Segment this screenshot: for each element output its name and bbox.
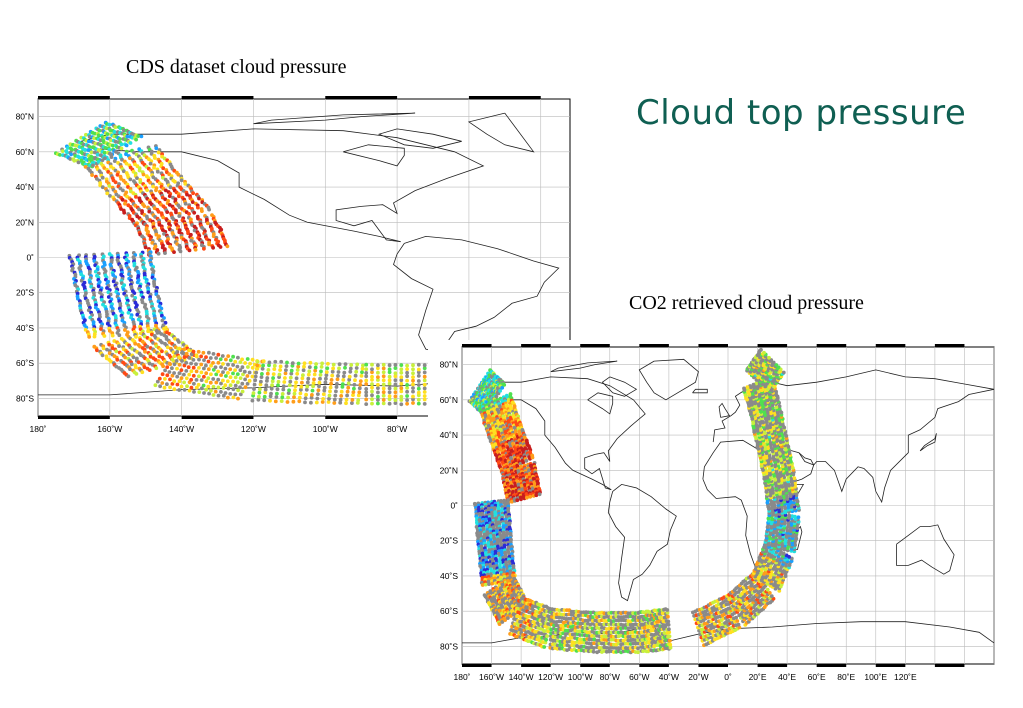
latitude-labels: 80˚N 60˚N 40˚N 20˚N 0˚ 20˚S 40˚S 60˚S 80˚S [16, 112, 35, 404]
latitude-labels: 80˚N 60˚N 40˚N 20˚N 0˚ 20˚S 40˚S 60˚S 80˚S [440, 360, 459, 652]
lat-label: 20˚S [440, 536, 458, 546]
lon-label: 180˚ [29, 424, 46, 434]
lat-label: 60˚S [440, 606, 458, 616]
lon-label: 100˚W [568, 672, 593, 682]
lat-label: 0˚ [450, 501, 458, 511]
map-svg: 80˚N 60˚N 40˚N 20˚N 0˚ 20˚S 40˚S 60˚S 80˚S 180˚ 16… [440, 344, 995, 682]
lat-label: 60˚N [16, 147, 34, 157]
lat-label: 40˚N [16, 182, 34, 192]
lat-label: 60˚N [440, 395, 458, 405]
lat-label: 20˚N [440, 465, 458, 475]
lon-label: 120˚W [241, 424, 266, 434]
cds-cloud-pressure-map: 80˚N 60˚N 40˚N 20˚N 0˚ 20˚S 40˚S 60˚S 80˚S 180˚ 16… [0, 92, 578, 442]
lon-label: 40˚E [778, 672, 796, 682]
map-caption-co2: CO2 retrieved cloud pressure [629, 292, 864, 314]
lat-label: 20˚N [16, 217, 34, 227]
longitude-labels: 180˚ 160˚W 140˚W 120˚W 100˚W 80˚W 60˚W 40˚W 20˚W… [453, 672, 917, 682]
lat-label: 0˚ [26, 253, 34, 263]
lat-label: 40˚S [440, 571, 458, 581]
lon-label: 20˚W [688, 672, 708, 682]
lat-label: 80˚N [440, 360, 458, 370]
lon-label: 80˚W [387, 424, 407, 434]
lon-label: 80˚W [600, 672, 620, 682]
lon-label: 180˚ [453, 672, 470, 682]
lon-label: 60˚E [808, 672, 826, 682]
lon-label: 40˚W [659, 672, 679, 682]
lat-label: 20˚S [16, 288, 34, 298]
map-caption-cds: CDS dataset cloud pressure [126, 56, 347, 78]
lat-label: 80˚S [440, 641, 458, 651]
map-border-ticks [462, 344, 965, 667]
swath-points [467, 347, 801, 655]
lon-label: 120˚W [538, 672, 563, 682]
lon-label: 120˚E [894, 672, 917, 682]
lat-label: 40˚N [440, 430, 458, 440]
map-svg: 80˚N 60˚N 40˚N 20˚N 0˚ 20˚S 40˚S 60˚S 80˚S 180˚ 16… [16, 96, 571, 434]
lon-label: 20˚E [749, 672, 767, 682]
lon-label: 140˚W [169, 424, 194, 434]
lon-label: 100˚W [313, 424, 338, 434]
lat-label: 40˚S [16, 323, 34, 333]
slide-title: Cloud top pressure [636, 93, 967, 133]
lon-label: 160˚W [97, 424, 122, 434]
lat-label: 80˚S [16, 393, 34, 403]
lon-label: 140˚W [509, 672, 534, 682]
lon-label: 0˚ [724, 672, 732, 682]
lon-label: 80˚E [837, 672, 855, 682]
lon-label: 160˚W [479, 672, 504, 682]
lat-label: 60˚S [16, 358, 34, 368]
co2-cloud-pressure-map: 80˚N 60˚N 40˚N 20˚N 0˚ 20˚S 40˚S 60˚S 80˚S 180˚ 16… [428, 340, 1004, 690]
lon-label: 100˚E [864, 672, 887, 682]
lat-label: 80˚N [16, 112, 34, 122]
lon-label: 60˚W [629, 672, 649, 682]
